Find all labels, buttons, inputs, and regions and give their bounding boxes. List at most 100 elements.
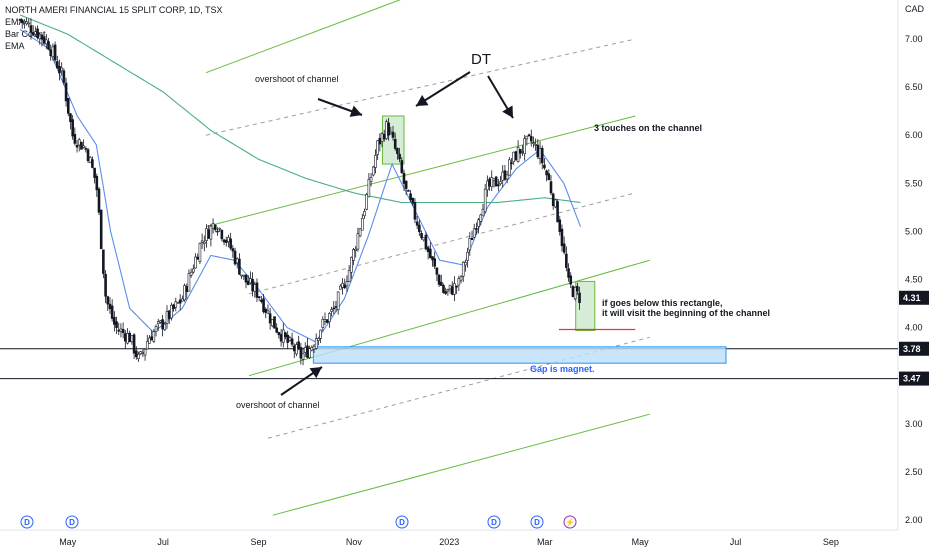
candle-body bbox=[411, 197, 415, 204]
candle-body bbox=[488, 178, 491, 187]
candle-body bbox=[483, 188, 487, 213]
candle-body bbox=[393, 138, 397, 149]
candle-body bbox=[426, 247, 430, 253]
legend-ema-1: EMA bbox=[5, 17, 25, 27]
dividend-icon[interactable]: D bbox=[487, 515, 501, 529]
candle-body bbox=[29, 25, 33, 33]
candle-body bbox=[181, 298, 184, 302]
candle-body bbox=[529, 136, 533, 142]
candle-body bbox=[494, 176, 498, 187]
candle-body bbox=[264, 308, 268, 313]
candle-body bbox=[569, 275, 573, 285]
arrow-overshoot-bottom bbox=[280, 366, 323, 396]
candle-body bbox=[301, 353, 305, 360]
candle-body bbox=[170, 304, 173, 319]
candle-body bbox=[150, 336, 153, 341]
candle-body bbox=[367, 178, 371, 198]
candle-body bbox=[218, 227, 221, 230]
candle-body bbox=[62, 70, 66, 83]
candle-body bbox=[341, 282, 344, 288]
candle-body bbox=[424, 234, 428, 250]
candle-body bbox=[468, 238, 472, 251]
candle-body bbox=[339, 285, 342, 290]
candle-body bbox=[91, 159, 94, 168]
x-tick-label: Jul bbox=[730, 537, 742, 547]
candle-body bbox=[222, 239, 226, 243]
candle-body bbox=[275, 327, 279, 333]
candle-body bbox=[547, 173, 551, 181]
candle-body bbox=[60, 67, 63, 72]
candle-body bbox=[161, 319, 164, 330]
candle-body bbox=[80, 141, 83, 150]
dividend-icon[interactable]: D bbox=[20, 515, 34, 529]
x-tick-label: Sep bbox=[823, 537, 839, 547]
legend-ema-2: EMA bbox=[5, 41, 25, 51]
dividend-icon[interactable]: D bbox=[395, 515, 409, 529]
candle-body bbox=[196, 256, 200, 260]
candle-body bbox=[527, 134, 531, 137]
price-label-box bbox=[899, 341, 929, 356]
candle-body bbox=[216, 230, 219, 233]
candle-body bbox=[121, 328, 125, 334]
candle-body bbox=[407, 190, 410, 192]
ema-fast-line bbox=[19, 28, 582, 343]
y-tick-label: 5.50 bbox=[905, 178, 923, 188]
y-tick-label: 3.00 bbox=[905, 419, 923, 429]
candle-body bbox=[356, 233, 360, 250]
candle-body bbox=[551, 193, 555, 207]
svg-text:D: D bbox=[69, 518, 75, 527]
candle-body bbox=[466, 251, 469, 261]
candle-body bbox=[536, 144, 540, 158]
candle-body bbox=[325, 319, 329, 323]
candle-body bbox=[178, 299, 182, 304]
candle-body bbox=[510, 162, 513, 164]
candle-body bbox=[453, 283, 456, 295]
dividend-icon[interactable]: D bbox=[530, 515, 544, 529]
candle-body bbox=[457, 278, 461, 286]
x-tick-label: May bbox=[632, 537, 650, 547]
split-lightning-icon[interactable]: ⚡ bbox=[563, 515, 577, 529]
y-tick-label: 6.50 bbox=[905, 82, 923, 92]
candle-body bbox=[207, 229, 211, 239]
candle-body bbox=[310, 346, 314, 351]
candle-body bbox=[213, 224, 217, 230]
candle-body bbox=[77, 139, 81, 146]
candle-body bbox=[514, 151, 518, 161]
candle-body bbox=[481, 208, 485, 217]
candle-body bbox=[273, 316, 276, 329]
candle-body bbox=[106, 296, 110, 305]
candle-body bbox=[492, 178, 496, 181]
candle-body bbox=[102, 249, 105, 274]
price-label: 3.47 bbox=[903, 374, 921, 384]
candle-body bbox=[448, 284, 452, 290]
candle-body bbox=[499, 181, 502, 184]
candle-body bbox=[297, 341, 300, 349]
candle-body bbox=[450, 286, 454, 295]
candle-body bbox=[172, 304, 175, 309]
candle-body bbox=[124, 333, 127, 342]
svg-text:D: D bbox=[24, 518, 30, 527]
candle-body bbox=[439, 281, 443, 286]
candle-body bbox=[576, 286, 579, 292]
candle-body bbox=[429, 248, 432, 258]
candle-body bbox=[518, 148, 522, 154]
candle-body bbox=[47, 41, 50, 50]
candle-body bbox=[292, 345, 296, 352]
candle-body bbox=[110, 305, 114, 319]
x-tick-label: 2023 bbox=[439, 537, 459, 547]
candle-body bbox=[422, 237, 426, 241]
candle-body bbox=[163, 323, 167, 331]
channel-line-0 bbox=[205, 0, 401, 74]
candle-body bbox=[286, 334, 289, 343]
candle-body bbox=[387, 122, 390, 136]
candle-body bbox=[152, 331, 156, 342]
candle-body bbox=[108, 303, 112, 309]
dividend-icon[interactable]: D bbox=[65, 515, 79, 529]
candle-body bbox=[159, 320, 162, 323]
candle-body bbox=[224, 239, 228, 243]
candle-body bbox=[249, 278, 252, 284]
candle-body bbox=[369, 177, 373, 182]
candle-body bbox=[317, 338, 320, 341]
candle-body bbox=[271, 319, 274, 327]
